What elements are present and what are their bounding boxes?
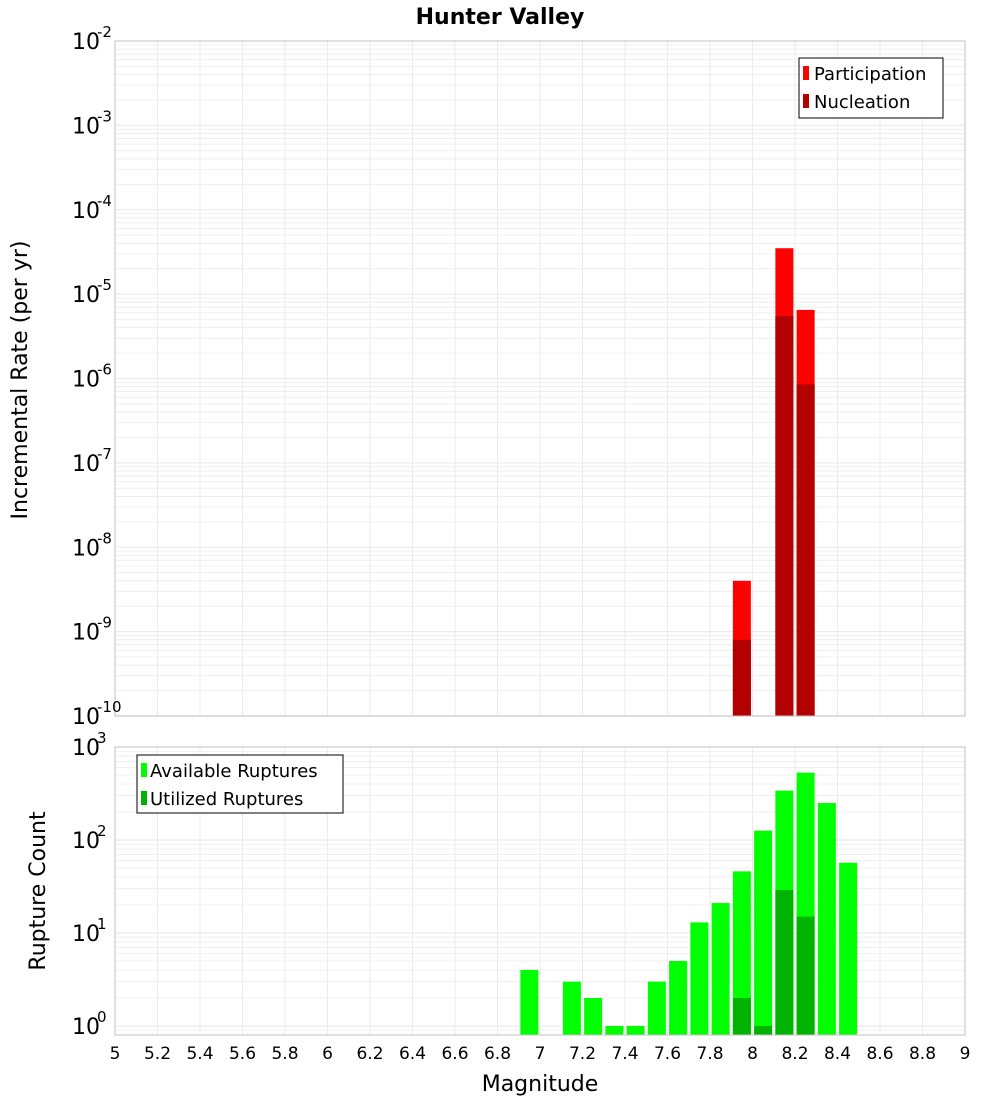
x-tick-label: 8.8 bbox=[909, 1044, 936, 1064]
top-y-tick-exponent: -8 bbox=[97, 529, 112, 547]
bottom-y-tick-label: 10 bbox=[72, 736, 100, 761]
bottom-legend: Available Ruptures Utilized Ruptures bbox=[136, 754, 344, 814]
top-y-tick-exponent: -10 bbox=[97, 698, 122, 716]
available-bar bbox=[562, 981, 581, 1035]
x-tick-label: 7.6 bbox=[654, 1044, 681, 1064]
available-bar bbox=[711, 903, 730, 1035]
bottom-legend-box bbox=[136, 754, 344, 814]
x-tick-label: 5.4 bbox=[186, 1044, 213, 1064]
utilized-legend-swatch bbox=[141, 791, 147, 805]
top-y-axis-label: Incremental Rate (per yr) bbox=[8, 241, 33, 520]
bottom-y-tick-label: 10 bbox=[72, 922, 100, 947]
nucleation-bar bbox=[775, 316, 794, 716]
available-bar bbox=[690, 922, 709, 1035]
nucleation-legend-label: Nucleation bbox=[814, 92, 910, 113]
x-tick-label: 5 bbox=[110, 1044, 121, 1064]
available-bar bbox=[626, 1025, 645, 1035]
x-tick-label: 7 bbox=[535, 1044, 546, 1064]
x-tick-label: 8.4 bbox=[824, 1044, 851, 1064]
top-y-tick-label: 10 bbox=[72, 452, 100, 477]
x-tick-label: 8 bbox=[747, 1044, 758, 1064]
bottom-y-tick-exponent: 1 bbox=[97, 915, 107, 933]
top-y-tick-exponent: -3 bbox=[97, 107, 112, 125]
available-bar bbox=[817, 802, 836, 1035]
nucleation-bar bbox=[732, 639, 751, 716]
participation-legend-label: Participation bbox=[814, 64, 926, 85]
nucleation-legend-swatch bbox=[803, 94, 809, 108]
top-grid bbox=[114, 41, 966, 717]
top-y-tick-exponent: -7 bbox=[97, 445, 112, 463]
top-legend: Participation Nucleation bbox=[798, 57, 944, 119]
top-y-tick-label: 10 bbox=[72, 199, 100, 224]
available-bar bbox=[732, 871, 751, 1035]
top-y-tick-label: 10 bbox=[72, 621, 100, 646]
bottom-y-tick-label: 10 bbox=[72, 1015, 100, 1040]
x-tick-label: 9 bbox=[960, 1044, 971, 1064]
available-bar bbox=[839, 862, 858, 1035]
utilized-bar bbox=[754, 1025, 773, 1035]
bottom-y-tick-exponent: 2 bbox=[97, 822, 107, 840]
nucleation-bar bbox=[796, 384, 815, 716]
x-ticks: 5 5.2 5.4 5.6 5.8 6 6.2 6.4 6.6 6.8 7 7.2 7.4 7.6 7.8 8… bbox=[110, 1044, 971, 1064]
top-y-tick-exponent: -5 bbox=[97, 276, 112, 294]
top-y-tick-exponent: -4 bbox=[97, 192, 112, 210]
utilized-bar bbox=[732, 997, 751, 1035]
available-bar bbox=[647, 981, 666, 1035]
bottom-plot-frame bbox=[114, 746, 966, 1036]
available-bar bbox=[754, 830, 773, 1035]
x-axis-label: Magnitude bbox=[482, 1072, 599, 1097]
top-bars bbox=[732, 248, 815, 717]
top-y-tick-exponent: -2 bbox=[97, 23, 112, 41]
utilized-legend-label: Utilized Ruptures bbox=[150, 789, 303, 810]
available-bar bbox=[520, 969, 539, 1035]
utilized-bar bbox=[775, 889, 794, 1035]
x-tick-label: 5.6 bbox=[229, 1044, 256, 1064]
x-tick-label: 7.2 bbox=[569, 1044, 596, 1064]
chart-title: Hunter Valley bbox=[416, 5, 585, 30]
bottom-y-tick-exponent: 3 bbox=[97, 729, 107, 747]
bottom-y-tick-label: 10 bbox=[72, 829, 100, 854]
x-tick-label: 6 bbox=[322, 1044, 333, 1064]
top-y-tick-label: 10 bbox=[72, 536, 100, 561]
top-y-tick-label: 10 bbox=[72, 30, 100, 55]
available-bar bbox=[605, 1025, 624, 1035]
top-y-tick-exponent: -6 bbox=[97, 361, 112, 379]
available-legend-label: Available Ruptures bbox=[150, 761, 318, 782]
top-y-tick-label: 10 bbox=[72, 283, 100, 308]
bottom-y-axis-label: Rupture Count bbox=[26, 811, 51, 971]
x-tick-label: 5.2 bbox=[144, 1044, 171, 1064]
x-tick-label: 7.8 bbox=[696, 1044, 723, 1064]
available-bar bbox=[584, 997, 603, 1035]
x-tick-label: 7.4 bbox=[611, 1044, 638, 1064]
top-plot-frame bbox=[114, 40, 966, 717]
participation-legend-swatch bbox=[803, 66, 809, 80]
top-y-tick-exponent: -9 bbox=[97, 614, 112, 632]
top-y-tick-label: 10 bbox=[72, 114, 100, 139]
x-tick-label: 5.8 bbox=[271, 1044, 298, 1064]
x-tick-label: 6.6 bbox=[441, 1044, 468, 1064]
x-tick-label: 6.8 bbox=[484, 1044, 511, 1064]
utilized-bar bbox=[796, 916, 815, 1035]
bottom-y-tick-exponent: 0 bbox=[97, 1008, 107, 1026]
x-tick-label: 8.2 bbox=[781, 1044, 808, 1064]
top-y-tick-label: 10 bbox=[72, 368, 100, 393]
x-tick-label: 6.4 bbox=[399, 1044, 426, 1064]
x-tick-label: 8.6 bbox=[866, 1044, 893, 1064]
available-legend-swatch bbox=[141, 763, 147, 777]
available-bar bbox=[669, 960, 688, 1035]
top-legend-box bbox=[798, 57, 944, 119]
bottom-bars bbox=[520, 772, 858, 1035]
top-y-tick-label: 10 bbox=[72, 705, 100, 730]
x-tick-label: 6.2 bbox=[356, 1044, 383, 1064]
